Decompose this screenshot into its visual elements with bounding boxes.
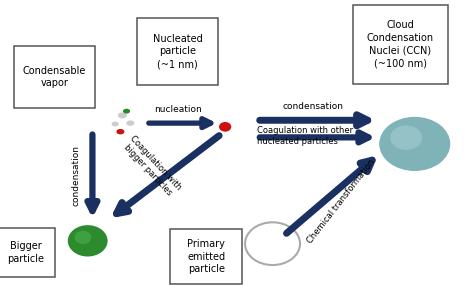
Circle shape [112, 122, 118, 126]
Text: Nucleated
particle
(~1 nm): Nucleated particle (~1 nm) [153, 34, 202, 69]
Ellipse shape [219, 122, 231, 132]
Ellipse shape [390, 125, 422, 150]
Text: Primary
emitted
particle: Primary emitted particle [187, 239, 225, 274]
Text: Cloud
Condensation
Nuclei (CCN)
(~100 nm): Cloud Condensation Nuclei (CCN) (~100 nm… [367, 20, 434, 68]
Ellipse shape [68, 225, 108, 256]
Text: Condensable
vapor: Condensable vapor [23, 66, 86, 88]
FancyBboxPatch shape [0, 228, 55, 276]
Circle shape [127, 121, 134, 125]
Text: nucleation: nucleation [154, 105, 201, 114]
Text: Coagulation with
bigger particles: Coagulation with bigger particles [120, 134, 183, 200]
Ellipse shape [379, 117, 450, 171]
Circle shape [118, 113, 126, 118]
Text: condensation: condensation [72, 145, 80, 206]
Circle shape [117, 130, 124, 134]
Text: Bigger
particle: Bigger particle [8, 241, 45, 264]
FancyBboxPatch shape [14, 46, 95, 108]
FancyBboxPatch shape [137, 18, 218, 85]
Circle shape [124, 109, 129, 113]
Ellipse shape [245, 222, 300, 265]
Text: Chemical transformation: Chemical transformation [306, 157, 377, 245]
FancyBboxPatch shape [170, 229, 242, 284]
FancyBboxPatch shape [353, 5, 448, 84]
Text: Coagulation with other
nucleated particles: Coagulation with other nucleated particl… [257, 126, 353, 146]
Text: condensation: condensation [283, 102, 343, 111]
Ellipse shape [74, 231, 91, 244]
